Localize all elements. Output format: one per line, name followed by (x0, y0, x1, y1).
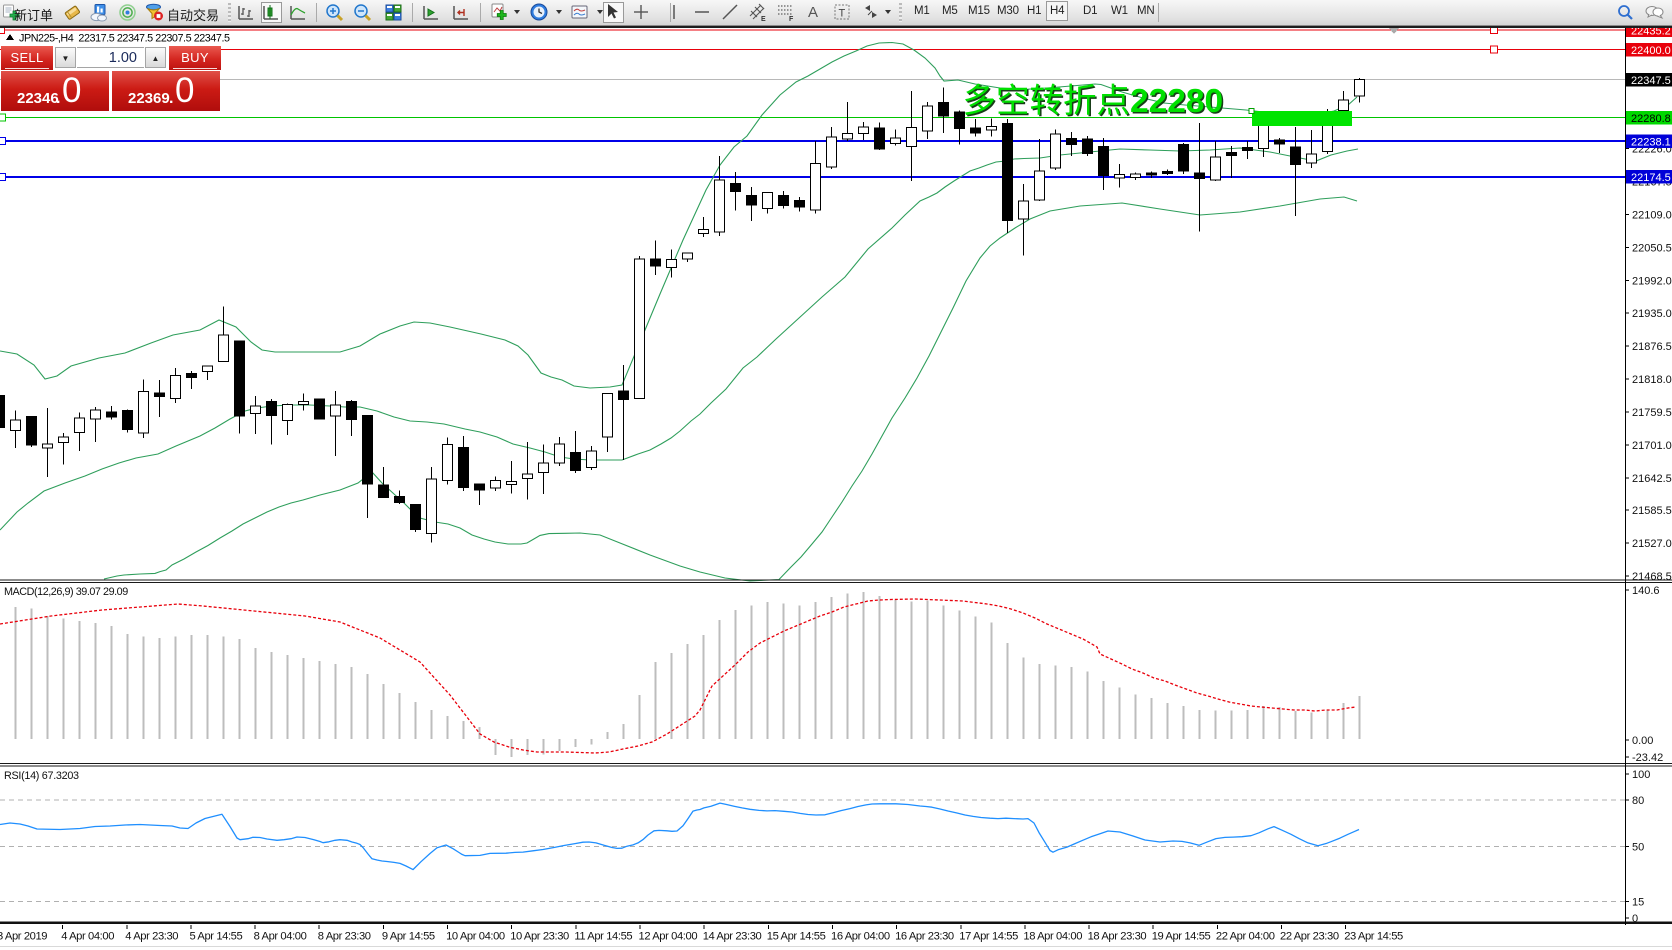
svg-text:22347.5: 22347.5 (1631, 75, 1671, 87)
svg-text:21642.5: 21642.5 (1632, 473, 1672, 485)
svg-text:10 Apr 04:00: 10 Apr 04:00 (446, 931, 505, 943)
svg-text:22435.2: 22435.2 (1631, 26, 1671, 38)
svg-text:140.6: 140.6 (1632, 585, 1660, 597)
svg-text:22 Apr 23:30: 22 Apr 23:30 (1280, 931, 1339, 943)
svg-text:15 Apr 14:55: 15 Apr 14:55 (767, 931, 826, 943)
svg-text:3 Apr 2019: 3 Apr 2019 (0, 931, 47, 943)
svg-text:5 Apr 14:55: 5 Apr 14:55 (190, 931, 243, 943)
svg-text:21468.5: 21468.5 (1632, 571, 1672, 583)
svg-text:11 Apr 14:55: 11 Apr 14:55 (574, 931, 632, 943)
svg-text:21818.0: 21818.0 (1632, 374, 1672, 386)
svg-text:T: T (839, 8, 846, 20)
svg-text:0: 0 (1632, 913, 1638, 925)
svg-text:4 Apr 23:30: 4 Apr 23:30 (125, 931, 178, 943)
svg-text:RSI(14) 67.3203: RSI(14) 67.3203 (4, 770, 79, 782)
svg-text:19 Apr 14:55: 19 Apr 14:55 (1152, 931, 1211, 943)
svg-text:12 Apr 04:00: 12 Apr 04:00 (639, 931, 698, 943)
svg-text:22 Apr 04:00: 22 Apr 04:00 (1216, 931, 1275, 943)
svg-text:18 Apr 23:30: 18 Apr 23:30 (1088, 931, 1147, 943)
svg-text:23 Apr 14:55: 23 Apr 14:55 (1344, 931, 1403, 943)
svg-text:21876.5: 21876.5 (1632, 341, 1672, 353)
svg-text:0.00: 0.00 (1632, 735, 1653, 747)
svg-text:14 Apr 23:30: 14 Apr 23:30 (703, 931, 762, 943)
svg-text:E: E (761, 16, 766, 22)
svg-text:100: 100 (1632, 769, 1650, 781)
svg-text:21701.0: 21701.0 (1632, 440, 1672, 452)
svg-text:17 Apr 14:55: 17 Apr 14:55 (959, 931, 1018, 943)
svg-text:16 Apr 04:00: 16 Apr 04:00 (831, 931, 890, 943)
svg-text:21585.5: 21585.5 (1632, 505, 1672, 517)
svg-text:21759.5: 21759.5 (1632, 407, 1672, 419)
svg-text:16 Apr 23:30: 16 Apr 23:30 (895, 931, 954, 943)
svg-text:22174.5: 22174.5 (1631, 172, 1671, 184)
svg-text:22109.0: 22109.0 (1632, 210, 1672, 222)
svg-text:4 Apr 04:00: 4 Apr 04:00 (61, 931, 114, 943)
svg-text:9 Apr 14:55: 9 Apr 14:55 (382, 931, 435, 943)
svg-text:MACD(12,26,9) 39.07 29.09: MACD(12,26,9) 39.07 29.09 (4, 586, 128, 598)
svg-text:22280.8: 22280.8 (1631, 113, 1671, 125)
svg-text:F: F (789, 16, 794, 22)
svg-text:-23.42: -23.42 (1632, 752, 1663, 764)
svg-text:多空转折点22280: 多空转折点22280 (964, 85, 1225, 122)
svg-text:8 Apr 04:00: 8 Apr 04:00 (254, 931, 307, 943)
svg-text:22238.1: 22238.1 (1631, 137, 1671, 149)
svg-text:22400.0: 22400.0 (1631, 45, 1671, 57)
svg-text:18 Apr 04:00: 18 Apr 04:00 (1023, 931, 1082, 943)
svg-text:22050.5: 22050.5 (1632, 243, 1672, 255)
svg-text:21935.0: 21935.0 (1632, 308, 1672, 320)
svg-text:50: 50 (1632, 842, 1644, 854)
svg-text:多空转折点22280: 多空转折点22280 (963, 83, 1224, 120)
svg-text:10 Apr 23:30: 10 Apr 23:30 (510, 931, 569, 943)
svg-text:JPN225-,H4 22317.5 22347.5 22: JPN225-,H4 22317.5 22347.5 22307.5 22347… (19, 33, 230, 45)
svg-text:15: 15 (1632, 897, 1644, 909)
svg-text:80: 80 (1632, 795, 1644, 807)
svg-text:8 Apr 23:30: 8 Apr 23:30 (318, 931, 371, 943)
svg-text:21992.0: 21992.0 (1632, 276, 1672, 288)
svg-text:21527.0: 21527.0 (1632, 538, 1672, 550)
